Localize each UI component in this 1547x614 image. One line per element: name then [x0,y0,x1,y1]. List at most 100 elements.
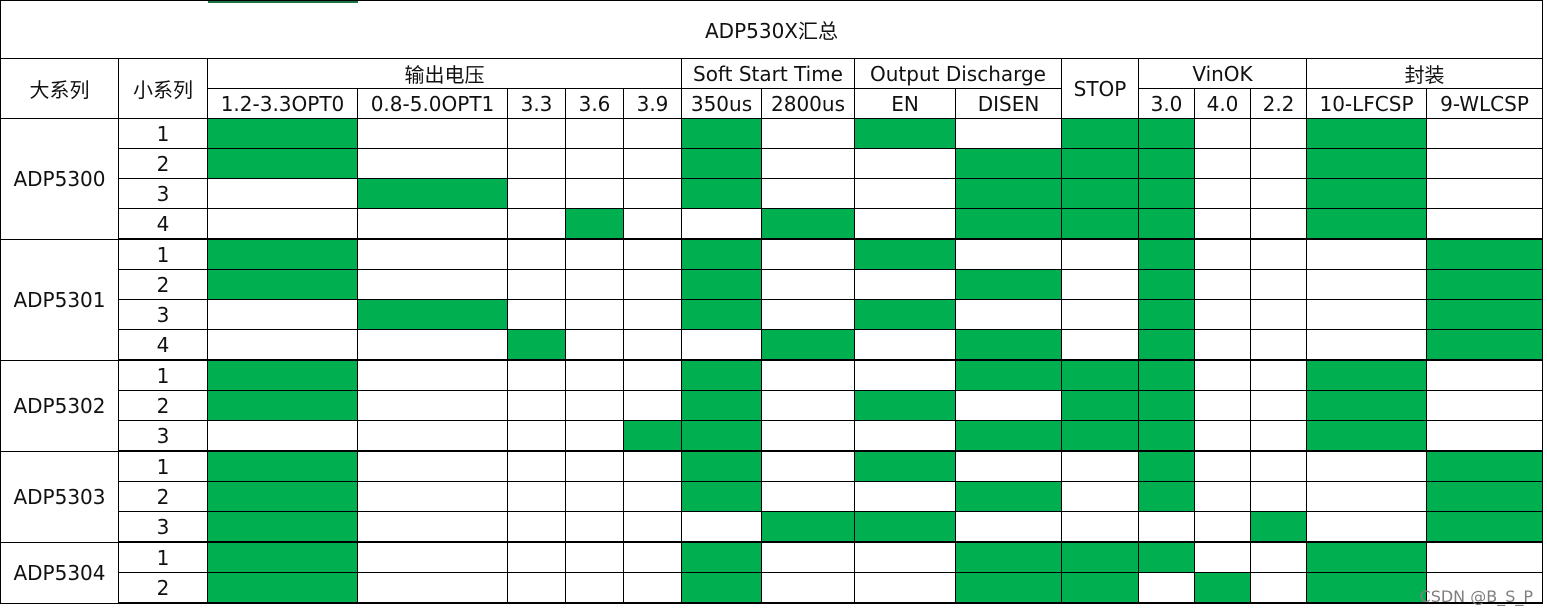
feature-cell-empty[interactable] [357,238,508,270]
feature-cell-empty[interactable] [1194,238,1251,270]
series-name-cell[interactable]: ADP5303 [0,450,119,543]
feature-cell-active[interactable] [681,118,762,149]
feature-cell-active[interactable] [1138,359,1195,391]
header-group-vinok[interactable]: VinOK [1138,58,1307,89]
feature-cell-empty[interactable] [207,420,358,452]
feature-cell-empty[interactable] [1194,269,1251,300]
feature-cell-empty[interactable] [357,359,508,391]
feature-cell-active[interactable] [1306,572,1427,604]
feature-cell-empty[interactable] [1426,118,1543,149]
feature-cell-active[interactable] [955,148,1062,179]
feature-cell-empty[interactable] [681,511,762,543]
feature-cell-empty[interactable] [761,420,855,452]
subseries-cell[interactable]: 2 [118,481,208,512]
feature-cell-empty[interactable] [565,178,624,209]
feature-cell-active[interactable] [1138,238,1195,270]
feature-cell-empty[interactable] [854,420,956,452]
feature-cell-active[interactable] [1426,481,1543,512]
feature-cell-empty[interactable] [854,481,956,512]
feature-cell-empty[interactable] [1426,420,1543,452]
feature-cell-empty[interactable] [761,238,855,270]
feature-cell-empty[interactable] [507,178,566,209]
feature-cell-active[interactable] [1138,329,1195,361]
subseries-cell[interactable]: 4 [118,208,208,240]
feature-cell-empty[interactable] [1306,299,1427,330]
subseries-cell[interactable]: 1 [118,359,208,391]
feature-cell-empty[interactable] [357,481,508,512]
feature-cell-active[interactable] [955,572,1062,604]
subseries-cell[interactable]: 2 [118,148,208,179]
feature-cell-empty[interactable] [1061,511,1139,543]
subseries-cell[interactable]: 3 [118,299,208,330]
feature-cell-active[interactable] [1306,148,1427,179]
feature-cell-empty[interactable] [565,148,624,179]
feature-cell-empty[interactable] [1194,299,1251,330]
feature-cell-empty[interactable] [507,299,566,330]
feature-cell-active[interactable] [1138,299,1195,330]
feature-cell-empty[interactable] [1306,481,1427,512]
feature-cell-empty[interactable] [623,329,682,361]
feature-cell-empty[interactable] [955,511,1062,543]
feature-cell-active[interactable] [1426,299,1543,330]
feature-cell-empty[interactable] [1306,450,1427,482]
feature-cell-empty[interactable] [761,541,855,573]
feature-cell-empty[interactable] [761,390,855,421]
feature-cell-empty[interactable] [1194,541,1251,573]
header-col[interactable]: 10-LFCSP [1306,88,1427,119]
feature-cell-empty[interactable] [1250,178,1307,209]
header-col[interactable]: 3.3 [507,88,566,119]
feature-cell-empty[interactable] [623,208,682,240]
feature-cell-empty[interactable] [854,359,956,391]
feature-cell-empty[interactable] [565,420,624,452]
feature-cell-active[interactable] [681,178,762,209]
feature-cell-empty[interactable] [623,118,682,149]
feature-cell-empty[interactable] [1061,269,1139,300]
feature-cell-active[interactable] [955,541,1062,573]
feature-cell-empty[interactable] [681,208,762,240]
feature-cell-empty[interactable] [1426,541,1543,573]
feature-cell-empty[interactable] [357,450,508,482]
feature-cell-active[interactable] [681,541,762,573]
feature-cell-empty[interactable] [955,390,1062,421]
feature-cell-empty[interactable] [1426,390,1543,421]
feature-cell-empty[interactable] [1138,511,1195,543]
feature-cell-empty[interactable] [854,541,956,573]
feature-cell-empty[interactable] [761,481,855,512]
feature-cell-empty[interactable] [1306,329,1427,361]
header-col[interactable]: 3.9 [623,88,682,119]
feature-cell-empty[interactable] [565,329,624,361]
feature-cell-active[interactable] [207,118,358,149]
feature-cell-empty[interactable] [761,299,855,330]
feature-cell-active[interactable] [955,359,1062,391]
feature-cell-empty[interactable] [1426,572,1543,604]
feature-cell-active[interactable] [761,329,855,361]
feature-cell-empty[interactable] [565,390,624,421]
feature-cell-empty[interactable] [1194,511,1251,543]
feature-cell-empty[interactable] [955,118,1062,149]
series-name-cell[interactable]: ADP5301 [0,238,119,361]
series-name-cell[interactable]: ADP5300 [0,118,119,240]
header-series[interactable]: 大系列 [0,58,119,119]
feature-cell-empty[interactable] [1250,420,1307,452]
feature-cell-empty[interactable] [1250,572,1307,604]
feature-cell-empty[interactable] [357,208,508,240]
feature-cell-empty[interactable] [623,481,682,512]
feature-cell-empty[interactable] [357,118,508,149]
feature-cell-empty[interactable] [357,541,508,573]
feature-cell-empty[interactable] [955,450,1062,482]
feature-cell-active[interactable] [207,450,358,482]
feature-cell-empty[interactable] [623,359,682,391]
header-group-stop[interactable]: STOP [1061,58,1139,119]
feature-cell-empty[interactable] [507,359,566,391]
feature-cell-empty[interactable] [854,269,956,300]
feature-cell-empty[interactable] [1250,390,1307,421]
feature-cell-empty[interactable] [1061,481,1139,512]
feature-cell-active[interactable] [1061,208,1139,240]
header-col[interactable]: 350us [681,88,762,119]
feature-cell-empty[interactable] [357,148,508,179]
feature-cell-empty[interactable] [623,390,682,421]
feature-cell-active[interactable] [854,450,956,482]
feature-cell-empty[interactable] [623,238,682,270]
feature-cell-empty[interactable] [565,481,624,512]
feature-cell-empty[interactable] [565,118,624,149]
